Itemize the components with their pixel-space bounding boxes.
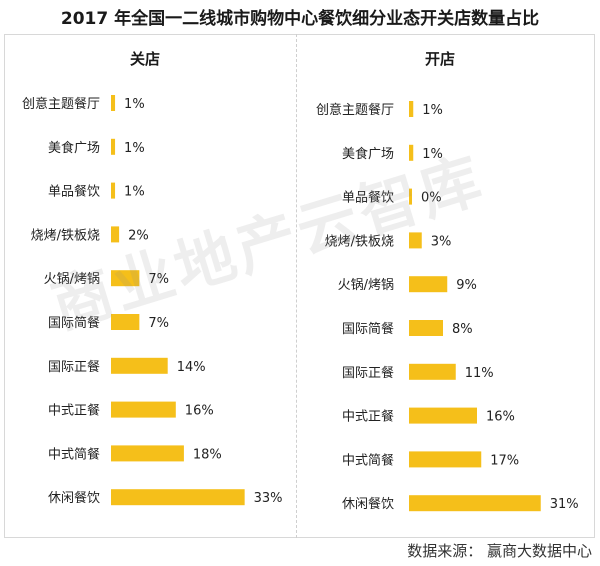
bar [409, 188, 412, 205]
value-label: 31% [550, 497, 579, 512]
category-label: 单品餐饮 [48, 184, 100, 200]
value-label: 3% [431, 234, 452, 249]
category-label: 国际正餐 [342, 365, 394, 381]
value-label: 2% [128, 228, 149, 243]
bar [111, 489, 245, 506]
bar [409, 363, 456, 380]
category-label: 美食广场 [48, 140, 100, 156]
category-label: 中式简餐 [48, 446, 100, 462]
value-label: 9% [456, 278, 477, 293]
chart-title: 2017 年全国一二线城市购物中心餐饮细分业态开关店数量占比 [60, 9, 540, 29]
bar [111, 182, 116, 199]
value-label: 7% [148, 272, 169, 287]
bar [111, 445, 184, 462]
value-label: 1% [422, 147, 443, 162]
bar [409, 101, 414, 117]
category-label: 创意主题餐厅 [316, 102, 394, 118]
panel-title-close: 关店 [130, 50, 161, 68]
data-source: 数据来源： 赢商大数据中心 [407, 542, 592, 560]
panel-divider [296, 34, 297, 538]
category-label: 中式简餐 [342, 452, 394, 468]
category-label: 火锅/烤锅 [338, 277, 394, 293]
category-label: 单品餐饮 [342, 190, 394, 206]
category-label: 休闲餐饮 [342, 496, 394, 512]
chart-frame [4, 34, 595, 538]
bar [409, 407, 477, 424]
category-label: 美食广场 [342, 146, 394, 162]
value-label: 1% [124, 141, 145, 156]
value-label: 17% [490, 453, 519, 468]
value-label: 1% [124, 185, 145, 200]
value-label: 33% [254, 491, 283, 506]
bar [409, 495, 541, 512]
category-label: 创意主题餐厅 [22, 96, 100, 112]
bar [111, 357, 168, 374]
category-label: 中式正餐 [48, 403, 100, 419]
bar [111, 270, 140, 287]
bar [409, 320, 443, 336]
panel-title-open: 开店 [425, 50, 456, 68]
value-label: 18% [193, 447, 222, 462]
category-label: 国际正餐 [48, 359, 100, 375]
bar [409, 144, 414, 161]
value-label: 11% [465, 366, 494, 381]
value-label: 7% [148, 316, 169, 331]
category-label: 烧烤/铁板烧 [325, 234, 394, 249]
value-label: 0% [421, 191, 442, 206]
bar [409, 232, 422, 249]
value-label: 16% [486, 410, 515, 425]
value-label: 1% [422, 103, 443, 118]
category-label: 火锅/烤锅 [44, 271, 100, 287]
bar [111, 138, 116, 155]
bar [111, 314, 140, 330]
category-label: 国际简餐 [48, 315, 100, 331]
value-label: 8% [452, 322, 473, 337]
value-label: 16% [185, 404, 214, 419]
value-label: 1% [124, 97, 145, 112]
category-label: 休闲餐饮 [48, 490, 100, 506]
category-label: 烧烤/铁板烧 [31, 228, 100, 243]
bar [409, 451, 482, 468]
bar [409, 276, 448, 293]
bar [111, 95, 116, 111]
value-label: 14% [177, 360, 206, 375]
bar [111, 226, 120, 243]
category-label: 中式正餐 [342, 409, 394, 425]
bar [111, 401, 176, 418]
category-label: 国际简餐 [342, 321, 394, 337]
